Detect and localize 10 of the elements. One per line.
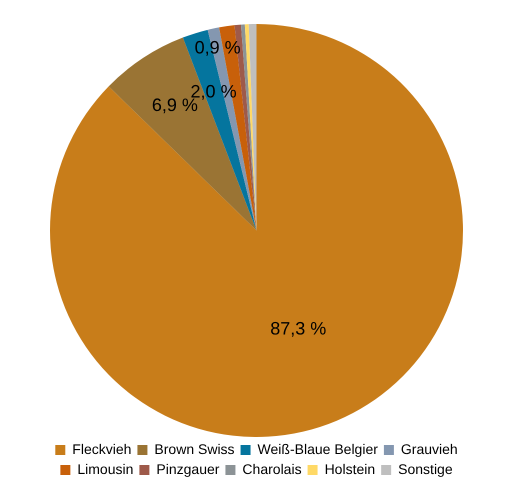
legend-label: Weiß-Blaue Belgier [258,440,378,457]
legend-label: Sonstige [398,460,453,477]
legend-label: Limousin [77,460,134,477]
legend-label: Brown Swiss [154,440,235,457]
data-label: 87,3 % [270,318,326,338]
legend-label: Holstein [324,460,376,477]
legend-label: Grauvieh [400,440,458,457]
legend-label: Fleckvieh [72,440,132,457]
legend-label: Pinzgauer [156,460,220,477]
legend-label: Charolais [242,460,302,477]
